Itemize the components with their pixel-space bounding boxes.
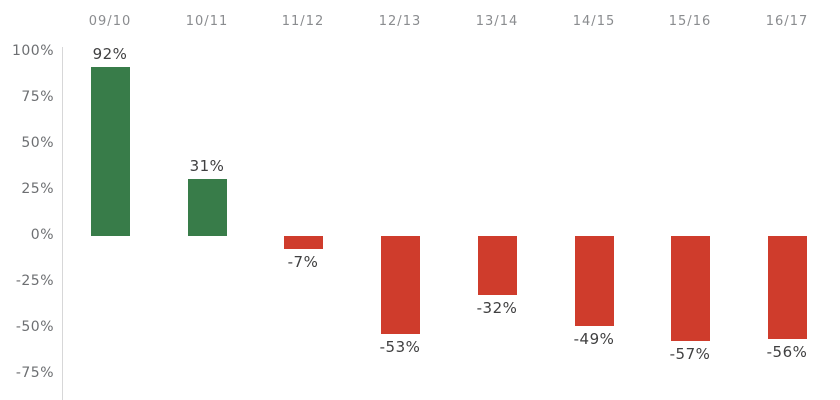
bar [283, 236, 323, 249]
y-tick-label: 0% [30, 227, 54, 243]
y-tick-label: -75% [15, 365, 54, 381]
y-tick-label: -50% [15, 319, 54, 335]
value-label: -56% [766, 343, 808, 362]
y-tick-label: 50% [21, 135, 54, 151]
bar [380, 236, 420, 334]
value-label: -7% [287, 252, 319, 271]
value-label: -32% [476, 298, 518, 317]
bar [574, 236, 614, 327]
category-label: 12/13 [378, 14, 422, 29]
category-label: 13/14 [475, 14, 519, 29]
category-label: 09/10 [88, 14, 132, 29]
bar [767, 236, 807, 340]
y-tick-label: 25% [21, 181, 54, 197]
bar [90, 66, 130, 236]
value-label: -49% [573, 330, 615, 349]
value-label: 31% [189, 156, 225, 175]
bar [670, 236, 710, 341]
value-label: 92% [92, 44, 128, 63]
y-tick-label: 100% [11, 43, 54, 59]
category-label: 11/12 [281, 14, 325, 29]
bar [187, 178, 227, 236]
y-tick-label: -25% [15, 273, 54, 289]
value-label: -57% [669, 344, 711, 363]
y-axis-line [62, 47, 63, 400]
category-label: 16/17 [765, 14, 809, 29]
category-label: 15/16 [668, 14, 712, 29]
category-label: 10/11 [185, 14, 229, 29]
bar [477, 236, 517, 295]
category-label: 14/15 [572, 14, 616, 29]
y-tick-label: 75% [21, 89, 54, 105]
value-label: -53% [379, 337, 421, 356]
